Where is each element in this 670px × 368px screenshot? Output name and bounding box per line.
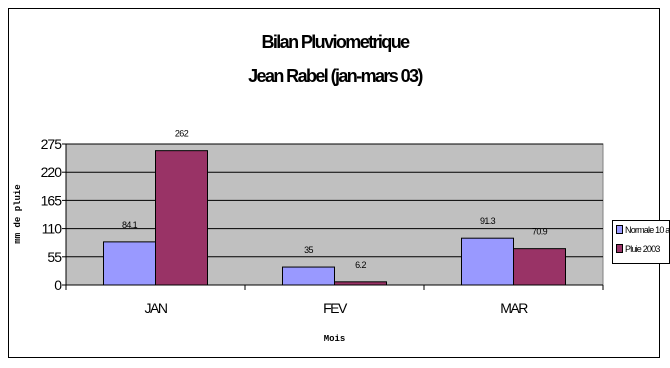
legend-label-normale: Normale 10 ans (625, 225, 670, 235)
bar-jan-0 (103, 241, 156, 286)
data-label: 70.9 (532, 227, 548, 237)
y-tick-label: 165 (41, 192, 63, 208)
chart-subtitle: Jean Rabel (jan-mars 03) (248, 66, 423, 86)
chart-title: Bilan Pluviometrique (261, 32, 410, 52)
data-labels: 84.1 262 35 6.2 91.3 70.9 (122, 129, 548, 270)
bar-jan-1 (155, 150, 208, 286)
y-axis-label: mm de pluie (13, 184, 23, 243)
data-label: 35 (304, 245, 313, 255)
y-tick-label: 0 (54, 277, 62, 293)
y-tick-label: 275 (41, 136, 63, 152)
x-axis-label: Mois (324, 334, 346, 344)
x-axis-ticks: JAN FEV MAR (65, 285, 604, 316)
data-label: 84.1 (122, 220, 138, 230)
y-tick-label: 220 (41, 164, 63, 180)
x-tick-label: FEV (323, 300, 348, 316)
y-tick-label: 55 (47, 249, 62, 265)
bar-mar-0 (461, 237, 514, 286)
bar-mar-1 (513, 248, 566, 286)
legend-item-normale: Normale 10 ans (616, 224, 670, 236)
x-tick-label: JAN (145, 300, 167, 316)
bars (103, 150, 566, 286)
legend-item-pluie: Pluie 2003 (616, 243, 660, 255)
legend: Normale 10 ans Pluie 2003 (612, 220, 670, 264)
y-axis-ticks: 0 55 110 165 220 275 (41, 136, 66, 293)
bar-fev-0 (282, 266, 335, 286)
data-label: 91.3 (480, 216, 496, 226)
x-tick-label: MAR (500, 300, 528, 316)
data-label: 262 (175, 129, 189, 139)
legend-swatch-normale (616, 225, 623, 234)
legend-swatch-pluie (616, 244, 623, 253)
y-tick-label: 110 (42, 221, 63, 237)
legend-label-pluie: Pluie 2003 (625, 244, 660, 254)
data-label: 6.2 (355, 260, 366, 270)
